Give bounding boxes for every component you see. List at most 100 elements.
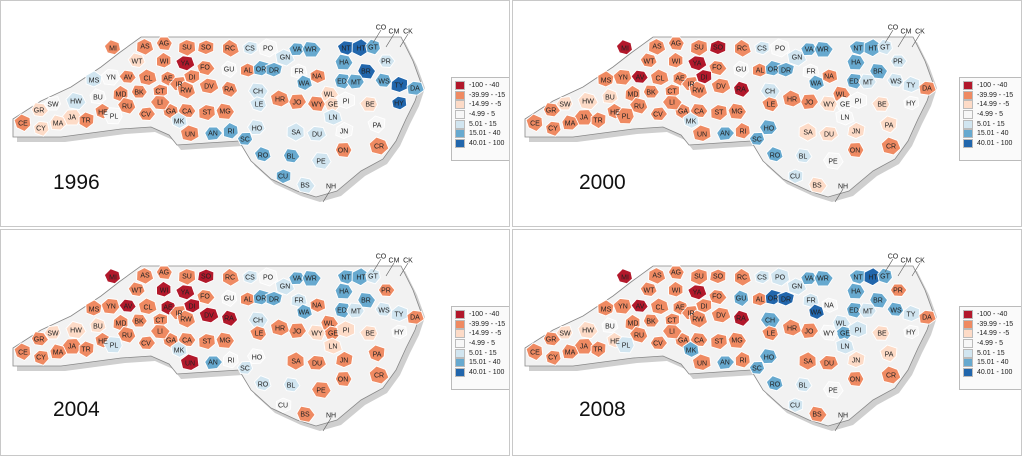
county-be (359, 96, 379, 112)
county-label-ri: RI (740, 129, 747, 136)
county-wt (639, 281, 658, 297)
county-label-cu: CU (790, 174, 800, 181)
county-label-na: NA (824, 74, 834, 81)
legend-label: -4.99 - 5 (469, 340, 496, 348)
county-label-so: SO (713, 45, 724, 52)
county-mg (215, 331, 236, 349)
county-di (183, 69, 201, 85)
county-label-hr: HR (275, 97, 285, 104)
legend-label: -100 - -40 (977, 311, 1008, 319)
county-label-li: LI (157, 329, 163, 336)
county-label-mt: MT (863, 80, 874, 87)
county-label-cl: CL (656, 305, 665, 312)
county-label-ha: HA (851, 60, 861, 67)
county-label-gr: GR (546, 108, 557, 115)
callout-line (884, 29, 894, 44)
legend-label: 40.01 - 100 (469, 368, 505, 376)
county-st (198, 333, 216, 350)
county-cr (880, 365, 902, 385)
county-sa (798, 122, 817, 142)
county-br (869, 63, 889, 80)
county-br (357, 292, 377, 309)
callout-line (322, 417, 332, 432)
county-ce (13, 113, 32, 133)
county-label-ty: TY (907, 83, 916, 90)
county-ha (334, 282, 354, 300)
county-label-ir: IR (688, 82, 695, 89)
county-cs (754, 269, 770, 285)
county-label-ir: IR (176, 82, 183, 89)
county-wr (301, 41, 322, 58)
legend-swatch (963, 358, 973, 368)
county-rc (734, 38, 752, 58)
county-label-wl: WL (836, 92, 847, 99)
county-nt (848, 40, 868, 56)
county-label-ce: CE (530, 121, 540, 128)
county-label-ed: ED (337, 79, 347, 86)
county-rc (734, 267, 752, 287)
county-label-ck: CK (403, 29, 413, 36)
panel-year-label: 2000 (579, 171, 626, 194)
county-bk (642, 84, 660, 99)
legend-label: 40.01 - 100 (977, 368, 1013, 376)
county-label-da: DA (410, 86, 420, 93)
county-gr (30, 102, 50, 118)
county-fo (708, 289, 728, 306)
county-label-bk: BK (646, 90, 656, 97)
map-legend: -100 - -40 -39.99 - -15 -14.99 - -5 -4.99 -… (451, 77, 509, 161)
legend-label: 5.01 - 15 (469, 349, 497, 357)
county-label-be: BE (877, 331, 887, 338)
county-label-wa: WA (810, 81, 821, 88)
county-label-tr: TR (593, 118, 602, 125)
county-wy (306, 324, 326, 341)
county-label-un: UN (185, 132, 195, 139)
county-label-so: SO (201, 45, 212, 52)
county-label-al: AL (756, 68, 765, 75)
county-ag (667, 265, 685, 280)
county-gu (221, 60, 238, 79)
county-bl (794, 377, 813, 393)
county-label-ya: YA (693, 61, 702, 68)
county-label-wt: WT (644, 59, 656, 66)
legend-row: 40.01 - 100 (455, 367, 509, 378)
legend-row: -14.99 - -5 (963, 329, 1019, 339)
county-ln (323, 337, 343, 355)
county-be (871, 96, 891, 112)
county-label-ty: TY (395, 83, 404, 90)
county-label-ro: RO (258, 153, 269, 160)
county-pr (889, 54, 908, 68)
legend-label: -39.99 - -15 (977, 320, 1014, 328)
county-label-wy: WY (311, 331, 323, 338)
county-label-gu: GU (736, 67, 747, 74)
county-ya (687, 284, 708, 301)
legend-row: -4.99 - 5 (963, 339, 1019, 349)
county-so (709, 39, 727, 55)
county-label-ru: RU (634, 104, 644, 111)
county-label-pi: PI (855, 328, 862, 335)
county-label-hy: HY (394, 330, 404, 337)
county-label-di: DI (189, 304, 196, 311)
county-label-mt: MT (351, 309, 362, 316)
county-pe (822, 152, 844, 170)
county-label-ma: MA (565, 121, 576, 128)
county-label-ca: CA (694, 338, 704, 345)
county-pi (848, 91, 868, 109)
legend-row: -100 - -40 (963, 310, 1019, 320)
county-label-ae: AE (163, 305, 173, 312)
county-pe (310, 381, 332, 399)
county-label-ru: RU (122, 333, 132, 340)
county-label-gt: GT (880, 274, 890, 281)
county-label-ri: RI (228, 129, 235, 136)
county-label-ge: GE (328, 102, 338, 109)
county-label-tr: TR (593, 347, 602, 354)
county-mk (682, 340, 700, 358)
county-st (710, 104, 728, 121)
county-label-fr: FR (806, 69, 815, 76)
county-label-bl: BL (799, 383, 808, 390)
county-label-du: DU (824, 361, 834, 368)
legend-swatch (455, 100, 465, 110)
county-du (306, 125, 327, 142)
county-po (770, 267, 790, 287)
county-ri (222, 350, 239, 369)
